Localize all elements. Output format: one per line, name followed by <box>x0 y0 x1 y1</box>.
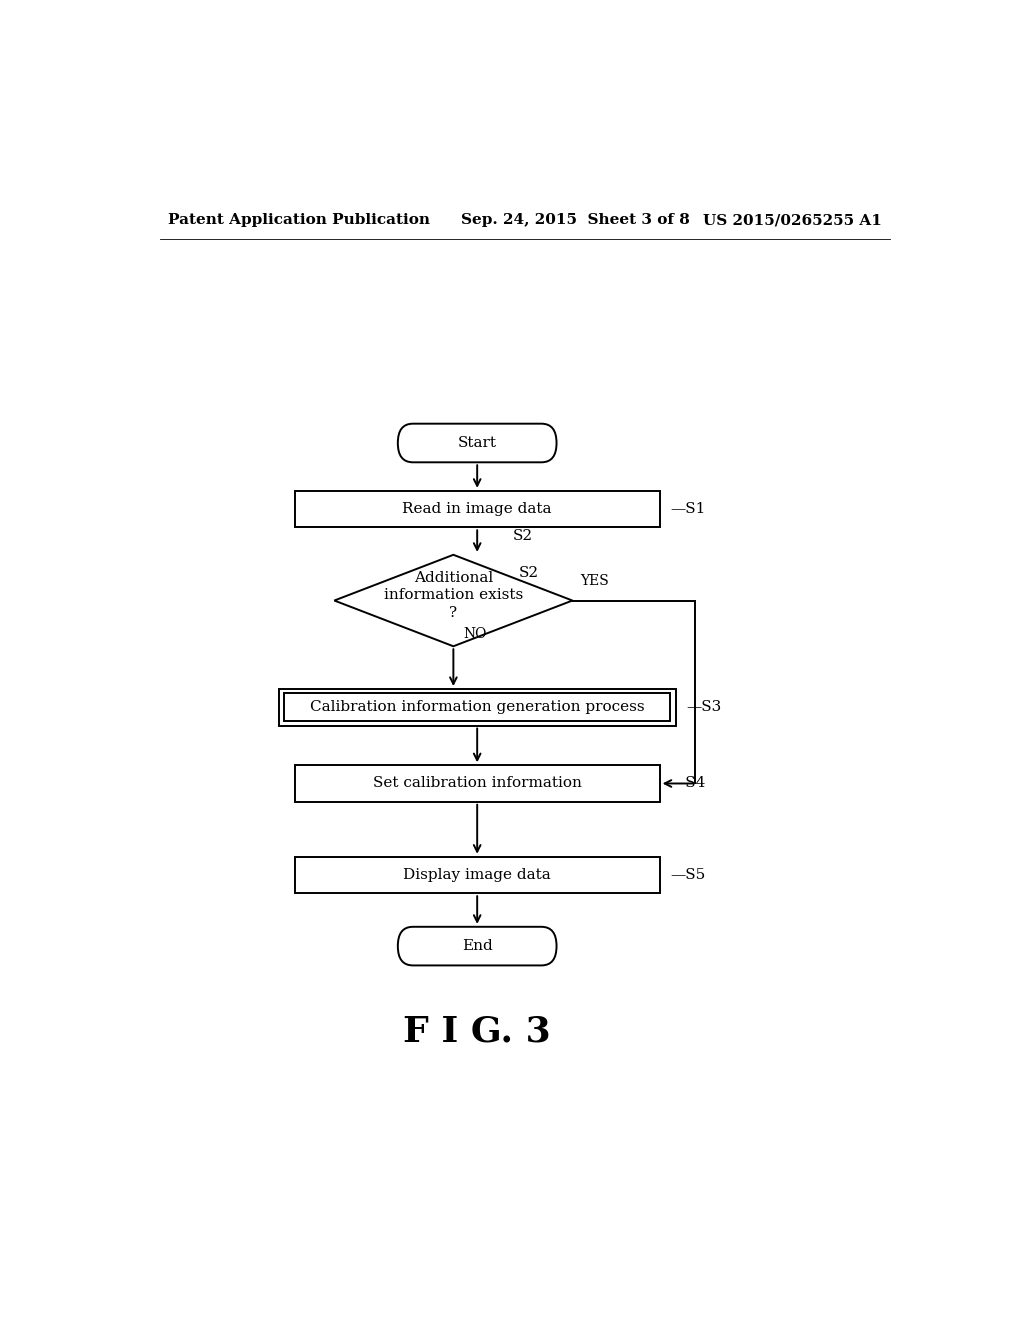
Text: Set calibration information: Set calibration information <box>373 776 582 791</box>
Text: —S4: —S4 <box>670 776 706 791</box>
Text: —S3: —S3 <box>686 700 721 714</box>
Bar <box>279 689 676 726</box>
Text: Sep. 24, 2015  Sheet 3 of 8: Sep. 24, 2015 Sheet 3 of 8 <box>461 213 690 227</box>
Text: —S5: —S5 <box>670 869 706 882</box>
Text: NO: NO <box>463 627 486 642</box>
Text: End: End <box>462 939 493 953</box>
Bar <box>285 693 670 722</box>
Bar <box>295 766 659 801</box>
Text: Display image data: Display image data <box>403 869 551 882</box>
Text: S2: S2 <box>513 528 534 543</box>
Bar <box>295 857 659 894</box>
Text: Start: Start <box>458 436 497 450</box>
Text: YES: YES <box>581 574 609 589</box>
Text: Calibration information generation process: Calibration information generation proce… <box>310 700 644 714</box>
Text: US 2015/0265255 A1: US 2015/0265255 A1 <box>703 213 882 227</box>
Text: F I G. 3: F I G. 3 <box>403 1015 551 1048</box>
Text: Patent Application Publication: Patent Application Publication <box>168 213 430 227</box>
FancyBboxPatch shape <box>397 927 557 965</box>
Text: Read in image data: Read in image data <box>402 502 552 516</box>
Text: —S1: —S1 <box>670 502 706 516</box>
FancyBboxPatch shape <box>397 424 557 462</box>
Text: S2: S2 <box>519 566 539 579</box>
Text: Additional
information exists
?: Additional information exists ? <box>384 570 523 620</box>
Polygon shape <box>334 554 572 647</box>
Bar <box>295 491 659 528</box>
